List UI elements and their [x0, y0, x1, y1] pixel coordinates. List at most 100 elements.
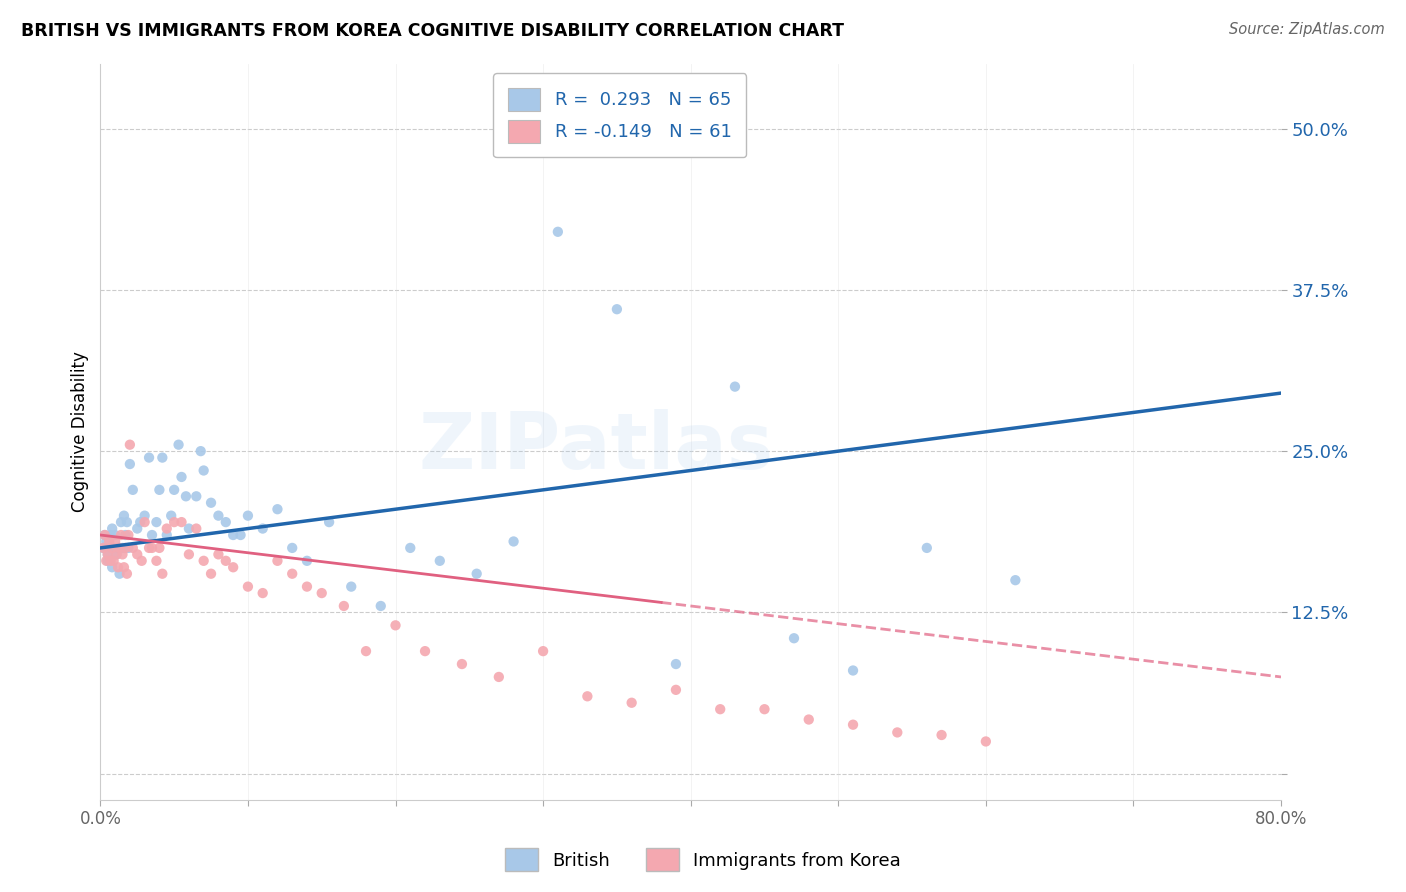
Legend: R =  0.293   N = 65, R = -0.149   N = 61: R = 0.293 N = 65, R = -0.149 N = 61: [494, 73, 747, 157]
Point: [842, 664, 865, 678]
Point: [252, 522, 274, 536]
Point: [98, 541, 121, 555]
Point: [160, 508, 183, 523]
Point: [193, 554, 215, 568]
Point: [931, 728, 953, 742]
Point: [138, 450, 160, 465]
Point: [502, 534, 524, 549]
Point: [150, 450, 173, 465]
Point: [215, 515, 238, 529]
Point: [129, 515, 152, 529]
Point: [193, 463, 215, 477]
Point: [91, 541, 114, 555]
Point: [148, 483, 170, 497]
Point: [333, 599, 356, 613]
Point: [108, 541, 131, 555]
Point: [103, 541, 125, 555]
Point: [98, 534, 121, 549]
Point: [91, 541, 114, 555]
Point: [100, 554, 122, 568]
Point: [915, 541, 938, 555]
Point: [724, 379, 747, 393]
Point: [974, 734, 997, 748]
Point: [1004, 573, 1026, 587]
Point: [429, 554, 451, 568]
Point: [207, 547, 229, 561]
Point: [170, 470, 193, 484]
Point: [134, 508, 156, 523]
Point: [465, 566, 488, 581]
Point: [117, 528, 139, 542]
Point: [110, 528, 132, 542]
Point: [111, 541, 134, 555]
Point: [665, 682, 688, 697]
Point: [101, 541, 124, 555]
Point: [413, 644, 436, 658]
Point: [311, 586, 333, 600]
Point: [134, 515, 156, 529]
Point: [531, 644, 554, 658]
Point: [131, 554, 153, 568]
Point: [236, 580, 259, 594]
Point: [606, 302, 628, 317]
Point: [112, 560, 135, 574]
Text: Source: ZipAtlas.com: Source: ZipAtlas.com: [1229, 22, 1385, 37]
Point: [101, 522, 124, 536]
Point: [281, 566, 304, 581]
Point: [215, 554, 238, 568]
Point: [222, 560, 245, 574]
Point: [127, 547, 149, 561]
Point: [399, 541, 422, 555]
Point: [177, 522, 200, 536]
Point: [103, 554, 125, 568]
Point: [709, 702, 731, 716]
Point: [174, 489, 197, 503]
Point: [281, 541, 304, 555]
Point: [112, 508, 135, 523]
Point: [108, 566, 131, 581]
Text: BRITISH VS IMMIGRANTS FROM KOREA COGNITIVE DISABILITY CORRELATION CHART: BRITISH VS IMMIGRANTS FROM KOREA COGNITI…: [21, 22, 844, 40]
Point: [384, 618, 406, 632]
Point: [170, 515, 193, 529]
Point: [107, 560, 129, 574]
Point: [318, 515, 340, 529]
Point: [115, 566, 138, 581]
Point: [266, 554, 288, 568]
Point: [118, 457, 141, 471]
Point: [295, 554, 318, 568]
Point: [105, 547, 128, 561]
Point: [576, 690, 599, 704]
Point: [141, 541, 163, 555]
Point: [110, 515, 132, 529]
Point: [118, 438, 141, 452]
Point: [104, 534, 127, 549]
Point: [252, 586, 274, 600]
Point: [222, 528, 245, 542]
Point: [186, 489, 208, 503]
Legend: British, Immigrants from Korea: British, Immigrants from Korea: [498, 841, 908, 879]
Point: [121, 541, 143, 555]
Y-axis label: Cognitive Disability: Cognitive Disability: [72, 351, 89, 512]
Point: [114, 528, 136, 542]
Point: [115, 515, 138, 529]
Point: [295, 580, 318, 594]
Point: [150, 566, 173, 581]
Point: [167, 438, 190, 452]
Point: [200, 566, 222, 581]
Point: [94, 528, 117, 542]
Point: [111, 547, 134, 561]
Point: [138, 541, 160, 555]
Point: [797, 713, 820, 727]
Point: [145, 554, 167, 568]
Point: [842, 717, 865, 731]
Point: [620, 696, 643, 710]
Point: [96, 554, 118, 568]
Point: [229, 528, 252, 542]
Point: [121, 483, 143, 497]
Point: [370, 599, 392, 613]
Point: [97, 554, 120, 568]
Text: ZIPatlas: ZIPatlas: [419, 409, 773, 484]
Point: [340, 580, 363, 594]
Point: [163, 515, 186, 529]
Point: [148, 541, 170, 555]
